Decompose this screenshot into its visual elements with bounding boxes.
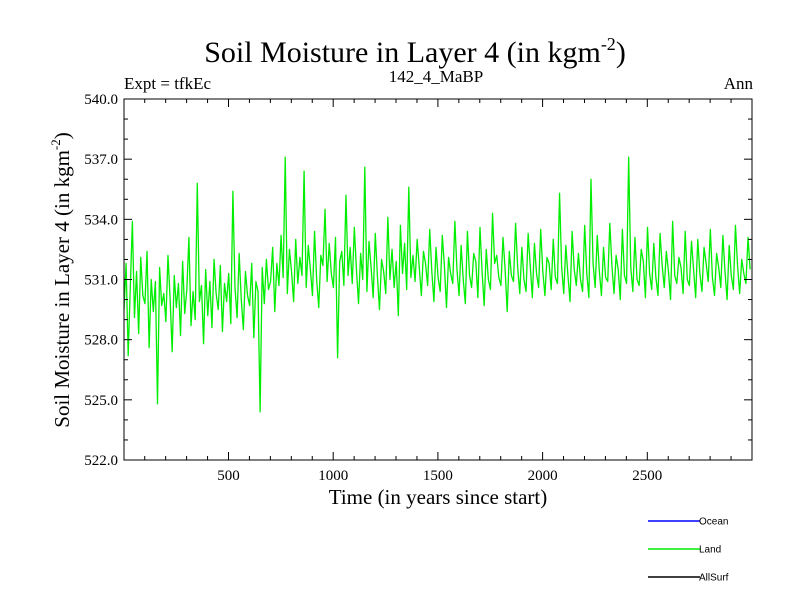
x-tick-label: 1000 [318,468,348,484]
x-axis: 500 1000 1500 2000 2500 [144,99,732,484]
y-tick-label: 534.0 [84,212,118,228]
x-tick-label: 2500 [632,468,662,484]
series-group [123,156,751,413]
legend-item-allsurf: AllSurf [648,573,729,584]
y-tick-label: 528.0 [84,333,118,349]
y-tick-label: 522.0 [84,453,118,469]
y-axis-label: Soil Moisture in Layer 4 (in kgm-2) [48,132,74,427]
series-line-land [123,156,751,413]
y-axis: 522.0 525.0 528.0 531.0 534.0 537.0 540.0 [84,92,752,469]
y-tick-label: 540.0 [84,92,118,108]
subtitle-right: Ann [724,74,754,93]
legend-label: Ocean [699,517,728,528]
y-tick-label: 531.0 [84,273,118,289]
x-tick-label: 1500 [423,468,453,484]
subtitle-left: Expt = tfkEc [124,74,211,93]
subtitle-center: 142_4_MaBP [389,67,483,86]
legend: Ocean Land AllSurf [648,517,729,584]
legend-label: Land [699,545,721,556]
y-tick-label: 525.0 [84,393,118,409]
x-tick-label: 2000 [528,468,558,484]
legend-label: AllSurf [699,573,729,584]
legend-item-ocean: Ocean [648,517,728,528]
chart-title: Soil Moisture in Layer 4 (in kgm-2) [204,34,626,69]
legend-item-land: Land [648,545,721,556]
x-axis-label: Time (in years since start) [329,485,548,509]
y-tick-label: 537.0 [84,152,118,168]
x-tick-label: 500 [217,468,240,484]
